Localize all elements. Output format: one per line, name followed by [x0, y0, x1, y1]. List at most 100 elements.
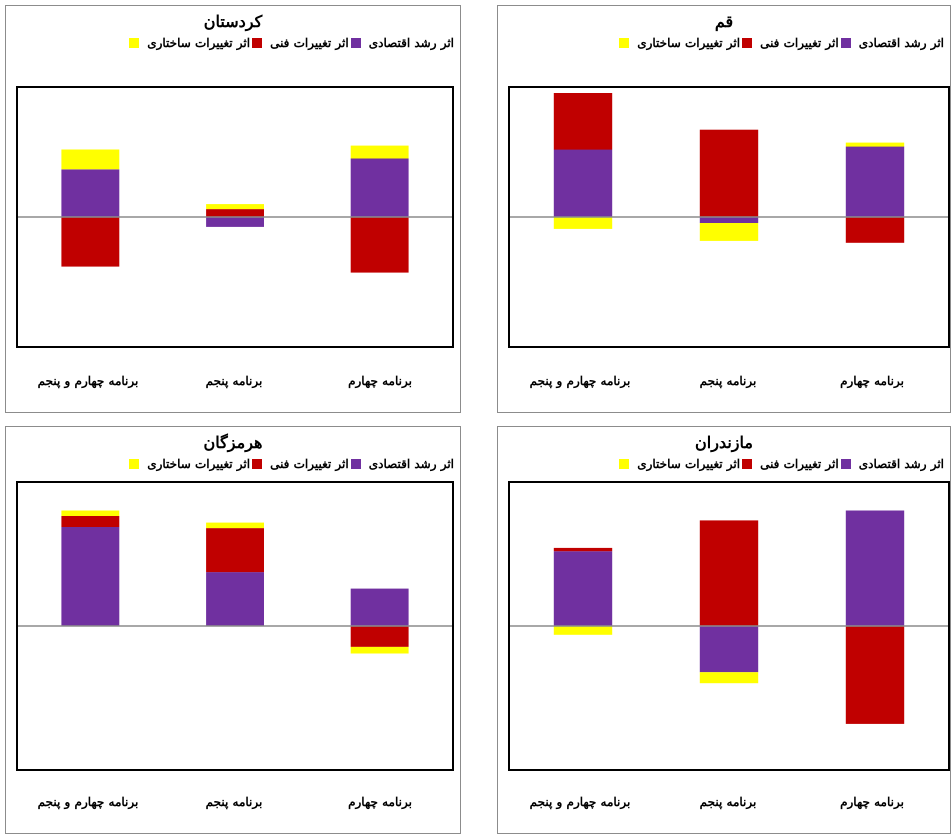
legend-item-growth: اثر رشد اقتصادی [839, 36, 944, 50]
bar-segment-structural [61, 149, 120, 170]
category-label: برنامه چهارم و پنجم [37, 374, 139, 388]
bar-segment-growth [845, 146, 905, 217]
chart-panel-hormozgan: هرمزگان اثر رشد اقتصادی اثر تغییرات فنی … [5, 426, 461, 834]
bar-segment-technical [206, 528, 264, 573]
legend-item-technical: اثر تغییرات فنی [740, 457, 839, 471]
category-label: برنامه چهارم [840, 374, 904, 388]
legend-swatch-purple [350, 459, 361, 469]
category-label: برنامه چهارم و پنجم [37, 795, 139, 809]
legend-label: اثر رشد اقتصادی [858, 457, 944, 471]
legend-label: اثر رشد اقتصادی [368, 457, 454, 471]
bar-segment-growth [553, 551, 613, 626]
legend-item-structural: اثر تغییرات ساختاری [127, 457, 250, 471]
category-label: برنامه چهارم و پنجم [529, 795, 631, 809]
plot-area [16, 481, 454, 771]
bar-segment-technical [553, 93, 613, 150]
bar-segment-growth [699, 217, 759, 223]
legend-label: اثر تغییرات ساختاری [147, 36, 251, 50]
legend-label: اثر تغییرات ساختاری [147, 457, 251, 471]
chart-title: هرمزگان [203, 433, 263, 452]
category-label: برنامه پنجم [699, 374, 757, 388]
bar-segment-technical [206, 209, 264, 217]
legend-swatch-yellow [619, 38, 630, 48]
bar-segment-technical [699, 129, 759, 217]
bar-segment-technical [61, 516, 120, 527]
plot-svg [510, 510, 948, 724]
legend-item-growth: اثر رشد اقتصادی [349, 457, 454, 471]
bar-segment-structural [206, 522, 264, 529]
bar-segment-technical [350, 217, 409, 273]
category-label: برنامه چهارم [348, 795, 412, 809]
legend-item-technical: اثر تغییرات فنی [740, 36, 839, 50]
bar-segment-growth [61, 169, 120, 217]
legend-swatch-purple [350, 38, 361, 48]
legend-swatch-yellow [619, 459, 630, 469]
bar-segment-structural [350, 145, 409, 159]
legend-label: اثر رشد اقتصادی [858, 36, 944, 50]
bar-segment-technical [699, 520, 759, 626]
bar-segment-growth [553, 149, 613, 217]
bar-segment-technical [61, 217, 120, 267]
bar-segment-structural [61, 510, 120, 516]
legend-item-structural: اثر تغییرات ساختاری [617, 36, 740, 50]
bar-segment-structural [350, 646, 409, 654]
category-label: برنامه پنجم [205, 374, 263, 388]
bar-segment-structural [845, 142, 905, 147]
chart-title: کردستان [203, 12, 263, 31]
category-label: برنامه چهارم [348, 374, 412, 388]
bar-segment-structural [553, 217, 613, 229]
chart-legend: اثر رشد اقتصادی اثر تغییرات فنی اثر تغیی… [127, 457, 454, 471]
bar-segment-growth [206, 217, 264, 227]
plot-area [508, 481, 950, 771]
legend-swatch-yellow [129, 459, 140, 469]
plot-area [16, 86, 454, 348]
bar-segment-technical [553, 547, 613, 552]
legend-item-structural: اثر تغییرات ساختاری [617, 457, 740, 471]
chart-panel-mazandaran: مازندران اثر رشد اقتصادی اثر تغییرات فنی… [497, 426, 951, 834]
legend-item-growth: اثر رشد اقتصادی [349, 36, 454, 50]
chart-panel-qom: قم اثر رشد اقتصادی اثر تغییرات فنی اثر ت… [497, 5, 951, 413]
category-label: برنامه چهارم و پنجم [529, 374, 631, 388]
legend-label: اثر تغییرات فنی [270, 457, 349, 471]
legend-swatch-yellow [129, 38, 140, 48]
plot-area [508, 86, 950, 348]
bar-segment-technical [350, 626, 409, 647]
legend-swatch-purple [840, 38, 851, 48]
bar-segment-growth [350, 588, 409, 626]
plot-svg [18, 510, 452, 654]
category-label: برنامه پنجم [699, 795, 757, 809]
bar-segment-growth [61, 527, 120, 626]
bar-segment-growth [699, 626, 759, 673]
category-label: برنامه پنجم [205, 795, 263, 809]
bar-segment-growth [206, 572, 264, 626]
chart-legend: اثر رشد اقتصادی اثر تغییرات فنی اثر تغیی… [127, 36, 454, 50]
legend-item-technical: اثر تغییرات فنی [250, 36, 349, 50]
legend-swatch-red [742, 459, 753, 469]
legend-item-growth: اثر رشد اقتصادی [839, 457, 944, 471]
bar-segment-structural [206, 204, 264, 210]
legend-label: اثر تغییرات ساختاری [637, 457, 741, 471]
legend-swatch-red [252, 459, 263, 469]
chart-legend: اثر رشد اقتصادی اثر تغییرات فنی اثر تغیی… [617, 36, 944, 50]
bar-segment-structural [553, 626, 613, 635]
chart-panel-kordestan: کردستان اثر رشد اقتصادی اثر تغییرات فنی … [5, 5, 461, 413]
legend-label: اثر تغییرات فنی [760, 457, 839, 471]
plot-svg [18, 145, 452, 273]
bar-segment-structural [699, 223, 759, 241]
legend-label: اثر رشد اقتصادی [368, 36, 454, 50]
legend-swatch-purple [840, 459, 851, 469]
chart-title: قم [714, 12, 734, 31]
bar-segment-structural [699, 672, 759, 684]
legend-label: اثر تغییرات فنی [760, 36, 839, 50]
chart-legend: اثر رشد اقتصادی اثر تغییرات فنی اثر تغیی… [617, 457, 944, 471]
plot-svg [510, 93, 948, 243]
bar-segment-technical [845, 217, 905, 243]
chart-title: مازندران [695, 433, 753, 452]
legend-item-structural: اثر تغییرات ساختاری [127, 36, 250, 50]
category-label: برنامه چهارم [840, 795, 904, 809]
legend-swatch-red [252, 38, 263, 48]
legend-label: اثر تغییرات فنی [270, 36, 349, 50]
bar-segment-technical [845, 626, 905, 724]
legend-label: اثر تغییرات ساختاری [637, 36, 741, 50]
legend-item-technical: اثر تغییرات فنی [250, 457, 349, 471]
